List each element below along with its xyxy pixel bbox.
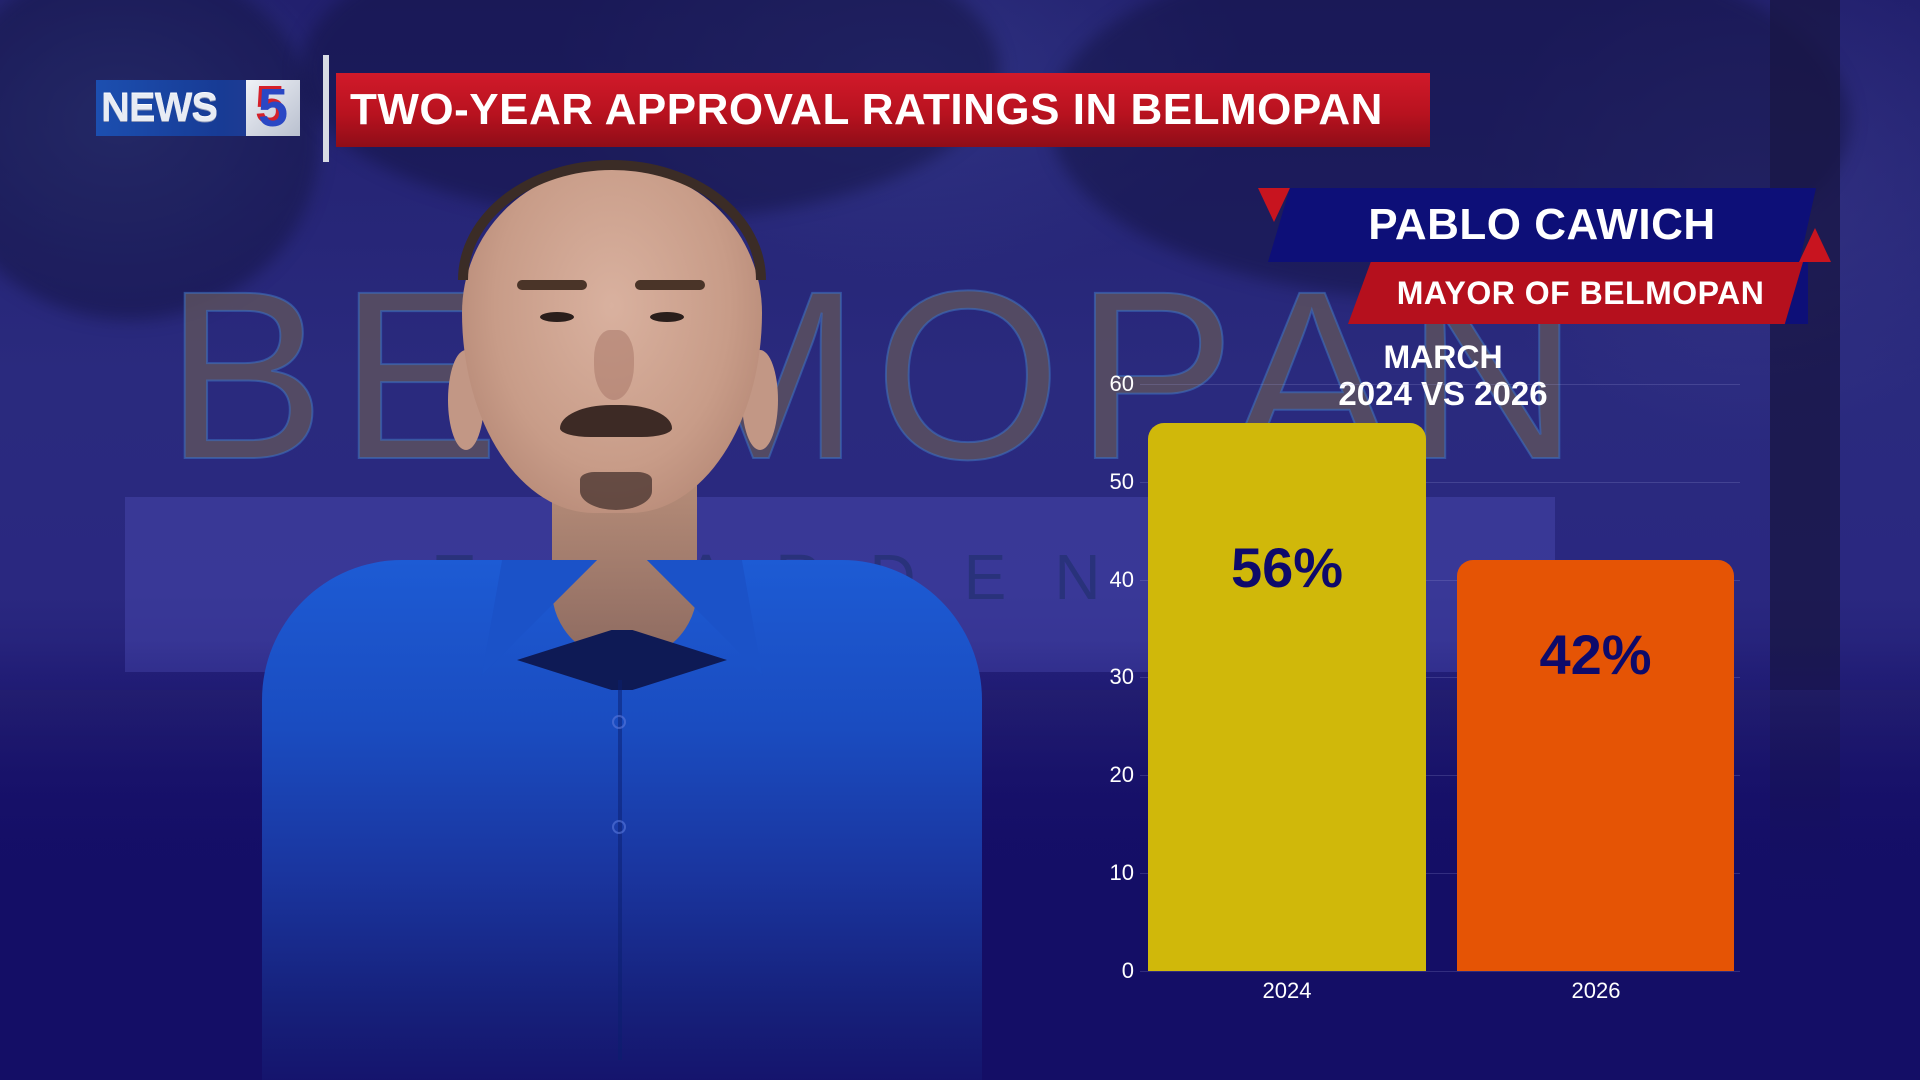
subject-name: PABLO CAWICH [1368, 200, 1716, 249]
eye-left [540, 312, 574, 322]
bar-value-label-2024: 56% [1230, 536, 1344, 599]
eye-right [650, 312, 684, 322]
bar-value-label-2026: 42% [1539, 623, 1652, 686]
logo-text: NEWS [101, 85, 218, 130]
bar-2024: 56% [1148, 423, 1426, 971]
shirt-button [612, 715, 626, 729]
shirt-placket [618, 680, 622, 1060]
chart-title: MARCH 2024 VS 2026 [1300, 339, 1586, 413]
chart-title-month: MARCH [1383, 339, 1503, 375]
header-divider [323, 55, 329, 162]
x-tick-2024: 2024 [1262, 978, 1312, 1003]
eyebrow-right [635, 280, 705, 290]
subject-role: MAYOR OF BELMOPAN [1396, 274, 1765, 311]
gridline-10 [1140, 873, 1740, 874]
gridline-60 [1140, 384, 1740, 385]
y-tick-0: 0 [1121, 958, 1134, 983]
gridline-40 [1140, 580, 1740, 581]
shirt-button [612, 820, 626, 834]
x-tick-2026: 2026 [1571, 978, 1621, 1003]
y-tick-40: 40 [1109, 567, 1134, 592]
y-tick-20: 20 [1109, 762, 1134, 787]
chart-subtitle: 2024 VS 2026 [1338, 374, 1548, 412]
goatee [580, 472, 652, 510]
gridline-20 [1140, 775, 1740, 776]
gridline-30 [1140, 677, 1740, 678]
triangle-up-decoration [1799, 228, 1831, 262]
y-tick-30: 30 [1109, 664, 1134, 689]
role-banner: MAYOR OF BELMOPAN [1348, 262, 1803, 324]
logo-number: 5 [246, 80, 300, 136]
headline-title: TWO-YEAR APPROVAL RATINGS IN BELMOPAN [350, 85, 1383, 134]
name-banner: PABLO CAWICH [1268, 188, 1816, 262]
eyebrow-left [517, 280, 587, 290]
mustache [560, 405, 672, 437]
headline-bar: TWO-YEAR APPROVAL RATINGS IN BELMOPAN [336, 73, 1430, 147]
y-tick-10: 10 [1109, 860, 1134, 885]
bar-2026: 42% [1457, 560, 1734, 971]
news5-logo: NEWS 5 [96, 80, 300, 136]
gridline-50 [1140, 482, 1740, 483]
mayor-portrait [262, 160, 982, 1080]
nose [594, 330, 634, 400]
y-tick-50: 50 [1109, 469, 1134, 494]
y-tick-60: 60 [1109, 371, 1134, 396]
gridline-0 [1140, 971, 1740, 972]
